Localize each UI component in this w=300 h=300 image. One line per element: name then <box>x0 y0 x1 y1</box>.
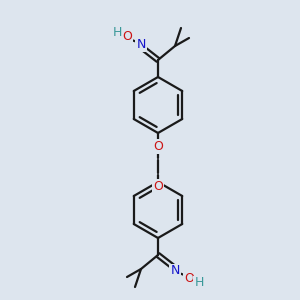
Text: H: H <box>194 277 204 290</box>
Text: O: O <box>153 179 163 193</box>
Text: H: H <box>112 26 122 38</box>
Text: N: N <box>136 38 146 50</box>
Text: O: O <box>122 29 132 43</box>
Text: O: O <box>184 272 194 286</box>
Text: O: O <box>153 140 163 152</box>
Text: N: N <box>170 265 180 278</box>
